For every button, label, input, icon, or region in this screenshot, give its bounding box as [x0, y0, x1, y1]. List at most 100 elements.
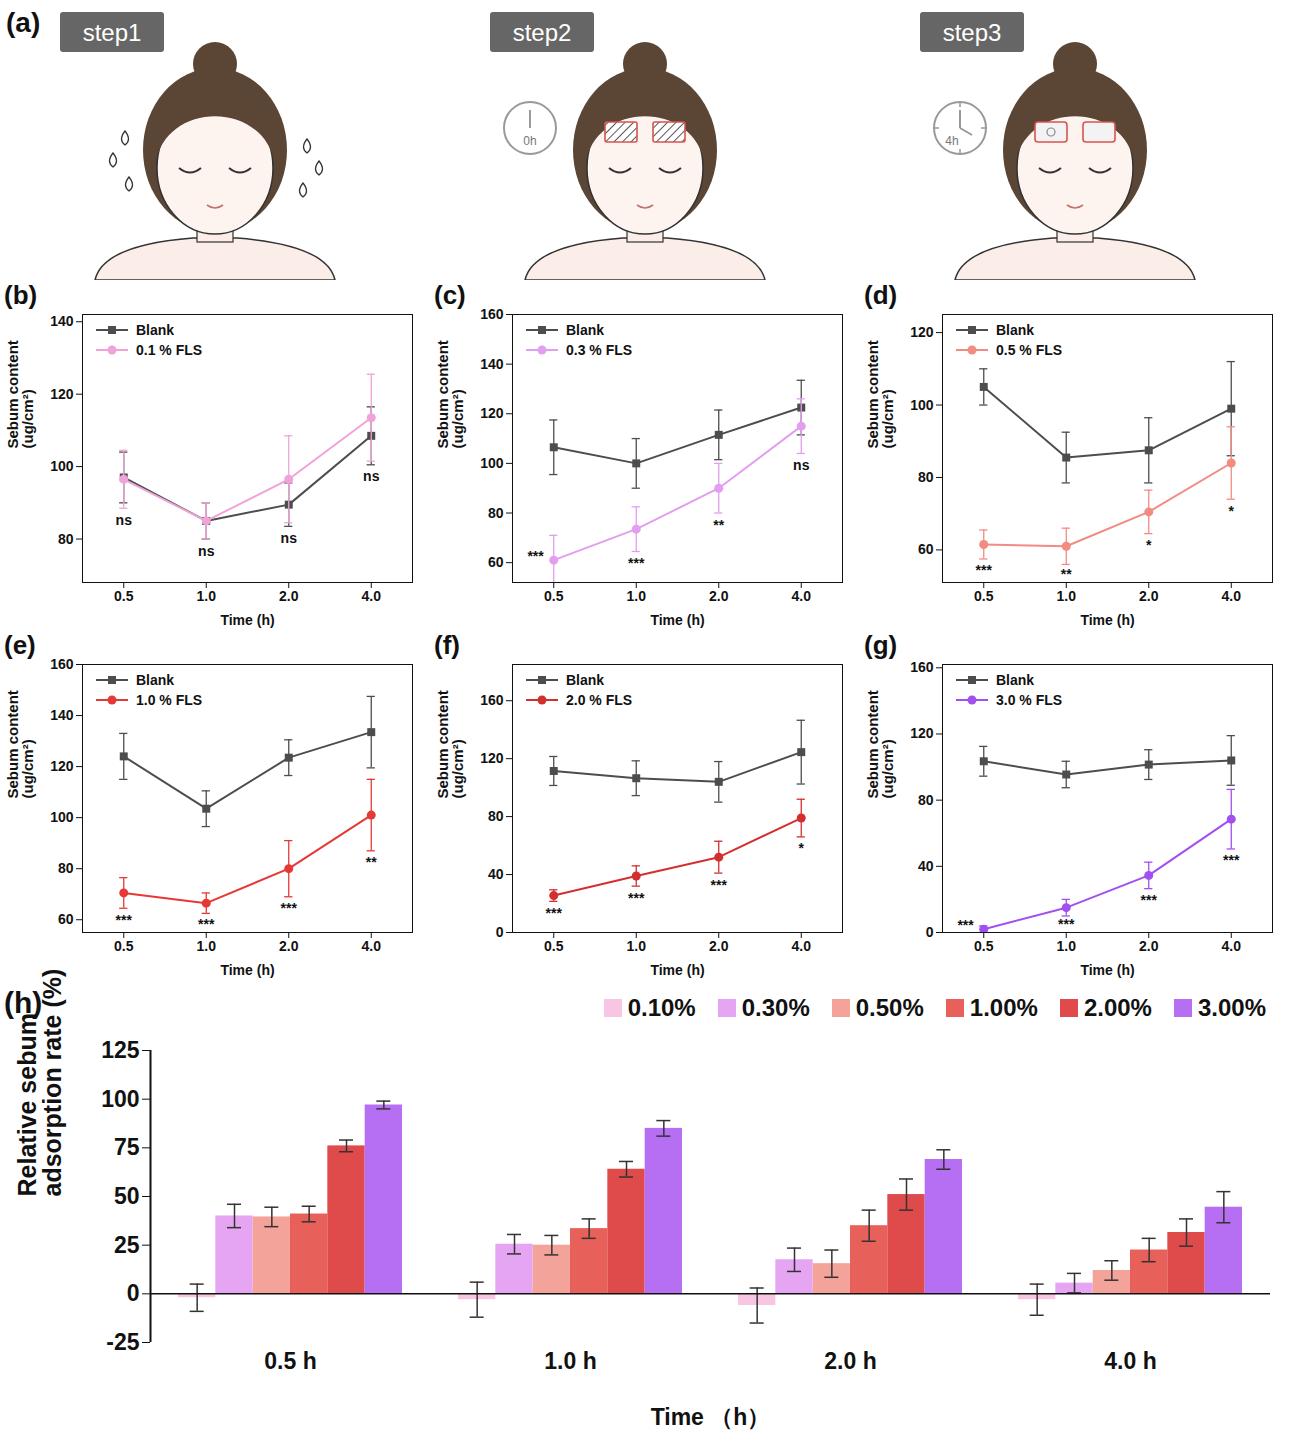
svg-text:**: ** [713, 516, 724, 532]
svg-text:40: 40 [488, 866, 504, 882]
svg-text:120: 120 [910, 725, 934, 741]
svg-text:140: 140 [50, 707, 74, 723]
svg-text:140: 140 [50, 313, 74, 329]
svg-text:ns: ns [116, 512, 133, 528]
svg-text:0.5: 0.5 [114, 588, 134, 604]
svg-text:Sebum content(ug/cm²): Sebum content(ug/cm²) [434, 690, 466, 798]
svg-text:75: 75 [114, 1134, 140, 1160]
svg-text:Sebum content(ug/cm²): Sebum content(ug/cm²) [434, 340, 466, 448]
svg-text:***: *** [546, 905, 563, 921]
svg-text:Time (h): Time (h) [1080, 962, 1134, 978]
svg-text:step1: step1 [83, 19, 142, 46]
svg-text:80: 80 [58, 860, 74, 876]
svg-text:2.0: 2.0 [709, 938, 729, 954]
svg-text:***: *** [1058, 916, 1075, 932]
svg-text:140: 140 [480, 356, 504, 372]
svg-text:160: 160 [50, 656, 74, 672]
svg-text:-25: -25 [106, 1329, 139, 1355]
svg-text:***: *** [198, 916, 215, 932]
svg-text:4.0: 4.0 [1222, 938, 1242, 954]
svg-text:100: 100 [910, 397, 934, 413]
svg-text:Time （h）: Time （h） [651, 1404, 771, 1430]
svg-text:80: 80 [58, 531, 74, 547]
svg-text:4.0: 4.0 [362, 938, 382, 954]
svg-text:0.5: 0.5 [114, 938, 134, 954]
svg-text:***: *** [957, 917, 974, 933]
svg-text:4.0: 4.0 [792, 938, 812, 954]
svg-text:Sebum content(ug/cm²): Sebum content(ug/cm²) [4, 340, 36, 448]
svg-text:0.5: 0.5 [974, 938, 994, 954]
svg-text:***: *** [281, 900, 298, 916]
svg-text:***: *** [628, 890, 645, 906]
svg-text:25: 25 [114, 1232, 140, 1258]
svg-text:120: 120 [480, 750, 504, 766]
svg-text:4.0: 4.0 [792, 588, 812, 604]
svg-text:***: *** [527, 548, 544, 564]
svg-text:1.0: 1.0 [627, 588, 647, 604]
svg-text:120: 120 [50, 758, 74, 774]
svg-text:1.0 h: 1.0 h [544, 1348, 596, 1374]
svg-text:step2: step2 [513, 19, 572, 46]
svg-text:1.0: 1.0 [1057, 938, 1077, 954]
svg-text:1.0: 1.0 [627, 938, 647, 954]
svg-text:Time (h): Time (h) [650, 962, 704, 978]
svg-text:2.0: 2.0 [1139, 588, 1159, 604]
svg-text:125: 125 [101, 1037, 140, 1063]
svg-text:160: 160 [910, 659, 934, 675]
svg-text:(a): (a) [6, 7, 40, 38]
svg-text:ns: ns [793, 457, 810, 473]
svg-text:2.0 h: 2.0 h [824, 1348, 876, 1374]
svg-text:1.0: 1.0 [197, 588, 217, 604]
svg-text:ns: ns [198, 543, 215, 559]
svg-text:2.0: 2.0 [279, 588, 299, 604]
svg-text:ns: ns [363, 468, 380, 484]
svg-text:80: 80 [918, 469, 934, 485]
svg-text:50: 50 [114, 1183, 140, 1209]
svg-text:*: * [1229, 503, 1235, 519]
svg-text:0.5: 0.5 [974, 588, 994, 604]
svg-text:1.0: 1.0 [1057, 588, 1077, 604]
svg-text:ns: ns [281, 530, 298, 546]
svg-text:160: 160 [480, 306, 504, 322]
svg-text:Time (h): Time (h) [220, 962, 274, 978]
svg-text:0: 0 [496, 924, 504, 940]
svg-text:4.0 h: 4.0 h [1104, 1348, 1156, 1374]
svg-text:4h: 4h [945, 134, 958, 148]
svg-text:80: 80 [918, 792, 934, 808]
svg-text:Time (h): Time (h) [650, 612, 704, 628]
svg-text:*: * [799, 840, 805, 856]
svg-text:***: *** [1223, 852, 1240, 868]
svg-text:2.0: 2.0 [709, 588, 729, 604]
svg-text:Time (h): Time (h) [1080, 612, 1134, 628]
svg-text:100: 100 [101, 1086, 139, 1112]
svg-text:Sebum content(ug/cm²): Sebum content(ug/cm²) [864, 340, 896, 448]
svg-text:60: 60 [58, 911, 74, 927]
svg-text:80: 80 [488, 504, 504, 520]
svg-text:4.0: 4.0 [1222, 588, 1242, 604]
svg-text:***: *** [1141, 892, 1158, 908]
svg-text:100: 100 [50, 809, 74, 825]
svg-text:0: 0 [926, 924, 934, 940]
svg-text:60: 60 [488, 554, 504, 570]
svg-text:120: 120 [910, 324, 934, 340]
svg-text:2.0: 2.0 [1139, 938, 1159, 954]
svg-text:80: 80 [488, 808, 504, 824]
svg-text:120: 120 [480, 405, 504, 421]
svg-text:160: 160 [480, 692, 504, 708]
svg-text:***: *** [711, 877, 728, 893]
svg-text:120: 120 [50, 386, 74, 402]
svg-text:**: ** [366, 854, 377, 870]
svg-text:60: 60 [918, 541, 934, 557]
svg-text:***: *** [628, 555, 645, 571]
svg-text:Time (h): Time (h) [220, 612, 274, 628]
svg-text:***: *** [116, 912, 133, 928]
svg-text:0.5 h: 0.5 h [264, 1348, 316, 1374]
svg-text:100: 100 [50, 458, 74, 474]
svg-text:100: 100 [480, 455, 504, 471]
svg-text:Sebum content(ug/cm²): Sebum content(ug/cm²) [4, 690, 36, 798]
svg-text:0h: 0h [523, 134, 536, 148]
svg-text:0.5: 0.5 [544, 938, 564, 954]
svg-text:step3: step3 [943, 19, 1002, 46]
svg-text:1.0: 1.0 [197, 938, 217, 954]
svg-text:4.0: 4.0 [362, 588, 382, 604]
